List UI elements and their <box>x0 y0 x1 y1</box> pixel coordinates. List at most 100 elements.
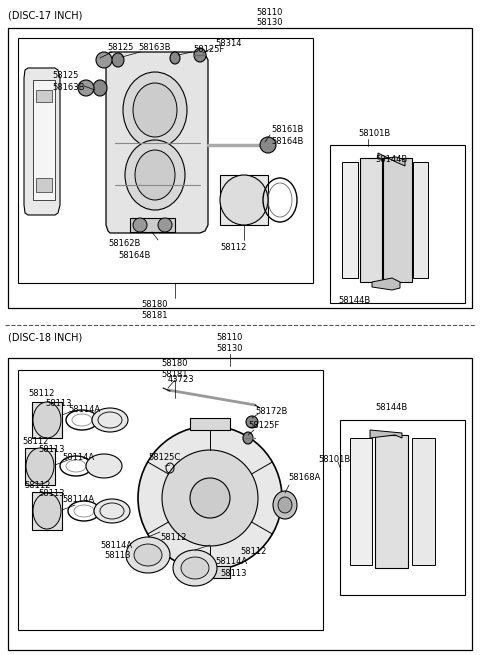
Text: 58113: 58113 <box>38 445 64 455</box>
Text: 58110: 58110 <box>217 333 243 342</box>
Ellipse shape <box>173 550 217 586</box>
Polygon shape <box>24 68 60 215</box>
Ellipse shape <box>123 72 187 148</box>
Ellipse shape <box>134 544 162 566</box>
Polygon shape <box>190 418 230 430</box>
Bar <box>340 420 465 595</box>
Polygon shape <box>32 492 62 530</box>
Ellipse shape <box>170 52 180 64</box>
Text: 58168A: 58168A <box>288 474 320 483</box>
Text: 58112: 58112 <box>160 533 186 542</box>
Bar <box>18 38 313 283</box>
Bar <box>330 145 465 303</box>
Text: (DISC-17 INCH): (DISC-17 INCH) <box>8 10 83 20</box>
Ellipse shape <box>243 432 253 444</box>
Ellipse shape <box>190 478 230 518</box>
Text: 58130: 58130 <box>217 344 243 353</box>
Text: 58144B: 58144B <box>375 155 407 164</box>
Ellipse shape <box>33 493 61 529</box>
Text: 58125: 58125 <box>52 71 78 79</box>
Polygon shape <box>36 90 52 102</box>
Text: 58125C: 58125C <box>148 453 180 462</box>
Ellipse shape <box>26 448 54 484</box>
Text: (DISC-18 INCH): (DISC-18 INCH) <box>8 332 82 342</box>
Ellipse shape <box>86 454 122 478</box>
Text: 58130: 58130 <box>257 18 283 27</box>
Polygon shape <box>33 80 55 200</box>
Polygon shape <box>372 278 400 290</box>
Ellipse shape <box>94 499 130 523</box>
Text: 58164B: 58164B <box>271 138 303 147</box>
Text: 58181: 58181 <box>162 370 188 379</box>
Ellipse shape <box>78 80 94 96</box>
Ellipse shape <box>194 48 206 62</box>
Text: 58113: 58113 <box>38 489 64 498</box>
Text: 43723: 43723 <box>168 375 194 384</box>
Polygon shape <box>106 52 208 233</box>
Text: 58164B: 58164B <box>118 252 150 261</box>
Text: 58101B: 58101B <box>358 129 390 138</box>
Ellipse shape <box>125 140 185 210</box>
Polygon shape <box>32 402 62 438</box>
Text: 58163B: 58163B <box>52 83 84 92</box>
Text: 58144B: 58144B <box>375 403 407 412</box>
Text: 58112: 58112 <box>240 548 266 557</box>
Text: 58114A: 58114A <box>215 557 247 567</box>
Ellipse shape <box>278 497 292 513</box>
Text: 58113: 58113 <box>220 569 247 578</box>
Text: 58163B: 58163B <box>138 43 170 52</box>
Ellipse shape <box>158 218 172 232</box>
Bar <box>18 370 323 630</box>
Bar <box>8 358 472 650</box>
Polygon shape <box>25 448 55 485</box>
Ellipse shape <box>246 416 258 428</box>
Text: 58101B: 58101B <box>318 455 350 464</box>
Text: 58125F: 58125F <box>248 422 279 430</box>
Ellipse shape <box>133 83 177 137</box>
Text: 58110: 58110 <box>257 8 283 17</box>
Ellipse shape <box>135 150 175 200</box>
Ellipse shape <box>33 402 61 438</box>
Polygon shape <box>190 566 230 578</box>
Text: 58113: 58113 <box>45 398 72 407</box>
Text: 58112: 58112 <box>220 244 246 252</box>
Ellipse shape <box>93 80 107 96</box>
Polygon shape <box>378 153 405 166</box>
Ellipse shape <box>220 175 268 225</box>
Ellipse shape <box>181 557 209 579</box>
Text: 58125: 58125 <box>107 43 133 52</box>
Polygon shape <box>360 158 382 282</box>
Text: 58161B: 58161B <box>271 126 303 134</box>
Ellipse shape <box>126 537 170 573</box>
Text: 58113: 58113 <box>104 552 131 561</box>
Polygon shape <box>36 178 52 192</box>
Ellipse shape <box>138 426 282 570</box>
Ellipse shape <box>162 450 258 546</box>
Ellipse shape <box>92 408 128 432</box>
Polygon shape <box>350 438 372 565</box>
Text: 58181: 58181 <box>142 311 168 320</box>
Text: 58144B: 58144B <box>338 296 370 305</box>
Polygon shape <box>220 175 268 225</box>
Text: 58112: 58112 <box>28 388 54 398</box>
Polygon shape <box>370 430 402 438</box>
Text: 58114A: 58114A <box>62 453 94 462</box>
Polygon shape <box>342 162 358 278</box>
Ellipse shape <box>133 218 147 232</box>
Ellipse shape <box>273 491 297 519</box>
Text: 58162B: 58162B <box>108 240 140 248</box>
Polygon shape <box>413 162 428 278</box>
Text: 58172B: 58172B <box>255 407 288 417</box>
Polygon shape <box>375 435 408 568</box>
Polygon shape <box>383 158 412 282</box>
Text: 58180: 58180 <box>142 300 168 309</box>
Text: 58112: 58112 <box>24 481 50 489</box>
Polygon shape <box>412 438 435 565</box>
Text: 58314: 58314 <box>215 39 241 48</box>
Bar <box>8 28 472 308</box>
Text: 58114A: 58114A <box>68 405 100 415</box>
Text: 58112: 58112 <box>22 438 48 447</box>
Text: 58125F: 58125F <box>193 45 224 54</box>
Ellipse shape <box>260 137 276 153</box>
Ellipse shape <box>96 52 112 68</box>
